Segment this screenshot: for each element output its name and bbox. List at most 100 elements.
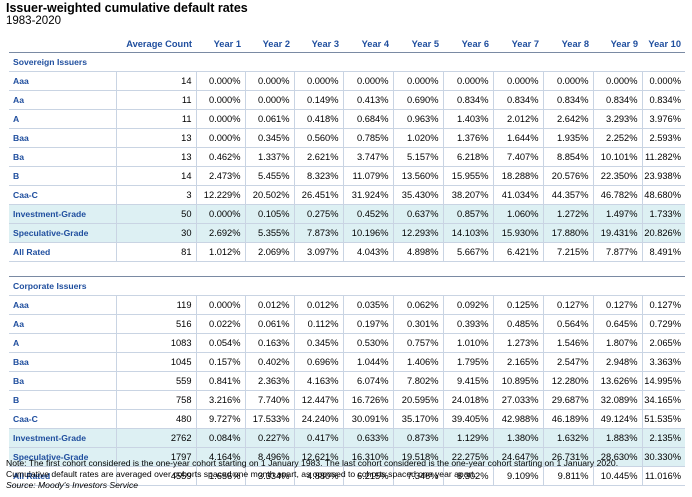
rate-cell: 0.000%	[641, 71, 685, 91]
rating-label: A	[9, 109, 116, 129]
page-title: Issuer-weighted cumulative default rates	[6, 1, 248, 15]
rate-cell: 12.293%	[392, 223, 443, 243]
rate-cell: 10.101%	[592, 147, 642, 167]
rate-cell: 2.642%	[542, 109, 593, 129]
rating-label: Ba	[9, 371, 116, 391]
rate-cell: 0.633%	[342, 428, 393, 448]
rate-cell: 9.109%	[492, 466, 543, 486]
rate-cell: 0.564%	[542, 314, 593, 334]
rate-cell: 6.421%	[492, 242, 543, 262]
rate-cell: 0.163%	[244, 333, 294, 353]
rate-cell: 4.163%	[293, 371, 343, 391]
rate-cell: 51.535%	[641, 409, 685, 429]
rate-cell: 0.393%	[442, 314, 493, 334]
rate-cell: 5.667%	[442, 242, 493, 262]
rating-label: Speculative-Grade	[9, 447, 116, 467]
rating-label: Aa	[9, 90, 116, 110]
average-count-cell: 50	[115, 204, 196, 224]
rate-cell: 0.012%	[293, 295, 343, 315]
rate-cell: 0.684%	[342, 109, 393, 129]
rate-cell: 5.355%	[244, 223, 294, 243]
average-count-cell: 11	[115, 90, 196, 110]
rate-cell: 3.216%	[195, 390, 245, 410]
table-row: A 1083 0.054% 0.163% 0.345% 0.530% 0.757% 1.010…	[9, 333, 685, 353]
rating-label: All Rated	[9, 466, 116, 486]
rate-cell: 24.240%	[293, 409, 343, 429]
rate-cell: 24.018%	[442, 390, 493, 410]
rate-cell: 1.632%	[542, 428, 593, 448]
rate-cell: 0.000%	[492, 71, 543, 91]
table-row: Caa-C 480 9.727% 17.533% 24.240% 30.091% 35.17…	[9, 409, 685, 429]
rate-cell: 1.010%	[442, 333, 493, 353]
column-header: Year 3	[311, 39, 339, 49]
rate-cell: 5.455%	[244, 166, 294, 186]
rate-cell: 0.157%	[195, 352, 245, 372]
rate-cell: 1.380%	[492, 428, 543, 448]
table-row: Aa 516 0.022% 0.061% 0.112% 0.197% 0.301% 0.393…	[9, 314, 685, 334]
average-count-cell: 14	[115, 166, 196, 186]
rate-cell: 24.647%	[492, 447, 543, 467]
rate-cell: 1.935%	[542, 128, 593, 148]
table-row: Speculative-Grade 1797 4.164% 8.496% 12.621%…	[9, 447, 685, 467]
rating-label: All Rated	[9, 242, 116, 262]
average-count-cell: 30	[115, 223, 196, 243]
rate-cell: 0.000%	[244, 90, 294, 110]
rate-cell: 14.995%	[641, 371, 685, 391]
rate-cell: 1.060%	[492, 204, 543, 224]
rate-cell: 30.330%	[641, 447, 685, 467]
rate-cell: 32.089%	[592, 390, 642, 410]
rate-cell: 2.692%	[195, 223, 245, 243]
rating-label: A	[9, 333, 116, 353]
table-row: Speculative-Grade 30 2.692% 5.355% 7.873% 10.…	[9, 223, 685, 243]
table-row: Baa 13 0.000% 0.345% 0.560% 0.785% 1.020% 1.376…	[9, 128, 685, 148]
rate-cell: 1.273%	[492, 333, 543, 353]
rate-cell: 3.363%	[641, 352, 685, 372]
table-row: A 11 0.000% 0.061% 0.418% 0.684% 0.963% 1.403% 2…	[9, 109, 685, 129]
rate-cell: 0.000%	[195, 204, 245, 224]
rate-cell: 0.092%	[442, 295, 493, 315]
rate-cell: 2.252%	[592, 128, 642, 148]
rate-cell: 0.530%	[342, 333, 393, 353]
section-gap	[9, 262, 685, 277]
column-header: Year 4	[361, 39, 389, 49]
rate-cell: 0.857%	[442, 204, 493, 224]
rate-cell: 12.229%	[195, 185, 245, 205]
rate-cell: 11.282%	[641, 147, 685, 167]
column-header: Year 1	[213, 39, 241, 49]
table-body: Sovereign Issuers Aaa 14 0.000% 0.000% 0.000%…	[9, 52, 685, 486]
table-row: Ba 13 0.462% 1.337% 2.621% 3.747% 5.157% 6.218%…	[9, 147, 685, 167]
rate-cell: 10.196%	[342, 223, 393, 243]
note-line-2: Cumulative default rates are averaged ov…	[6, 469, 477, 479]
rating-label: B	[9, 166, 116, 186]
column-header: Year 6	[461, 39, 489, 49]
rate-cell: 8.323%	[293, 166, 343, 186]
rate-cell: 7.740%	[244, 390, 294, 410]
rate-cell: 0.000%	[442, 71, 493, 91]
rate-cell: 17.880%	[542, 223, 593, 243]
rate-cell: 0.841%	[195, 371, 245, 391]
rate-cell: 8.854%	[542, 147, 593, 167]
rate-cell: 1.044%	[342, 352, 393, 372]
rate-cell: 23.938%	[641, 166, 685, 186]
rate-cell: 7.873%	[293, 223, 343, 243]
rate-cell: 34.165%	[641, 390, 685, 410]
rate-cell: 0.834%	[592, 90, 642, 110]
rate-cell: 0.000%	[195, 71, 245, 91]
average-count-cell: 1045	[115, 352, 196, 372]
rate-cell: 0.834%	[442, 90, 493, 110]
rate-cell: 13.560%	[392, 166, 443, 186]
table-row: All Rated 4559 1.656% 3.334% 4.880% 6.215% 7.3…	[9, 466, 685, 486]
rate-cell: 2.069%	[244, 242, 294, 262]
rate-cell: 0.062%	[392, 295, 443, 315]
rate-cell: 48.680%	[641, 185, 685, 205]
rate-cell: 6.074%	[342, 371, 393, 391]
rate-cell: 18.288%	[492, 166, 543, 186]
table-header-row: Average Count Year 1 Year 2 Year 3 Year 4 Yea…	[9, 36, 685, 53]
rate-cell: 19.518%	[392, 447, 443, 467]
average-count-cell: 81	[115, 242, 196, 262]
rate-cell: 0.227%	[244, 428, 294, 448]
rate-cell: 10.895%	[492, 371, 543, 391]
section-title-row: Corporate Issuers	[9, 276, 685, 296]
rate-cell: 11.079%	[342, 166, 393, 186]
rate-cell: 0.000%	[542, 71, 593, 91]
